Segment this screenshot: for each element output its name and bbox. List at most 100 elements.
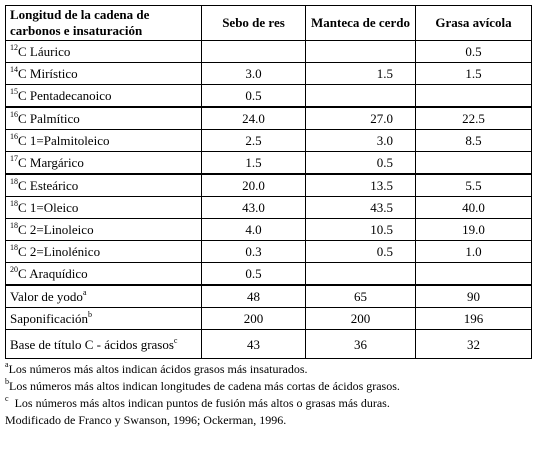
grasa-avicola-value: 19.0 xyxy=(415,218,532,241)
table-row: 16C Palmítico 24.0 27.0 22.5 xyxy=(5,106,532,130)
grasa-avicola-value: 1.5 xyxy=(415,62,532,85)
sebo-de-res-value: 0.3 xyxy=(201,240,306,263)
fatty-acid-name-cell: 18C 2=Linoleico xyxy=(5,218,202,241)
manteca-de-cerdo-value: 1.5 xyxy=(305,62,416,85)
header-chain-length: Longitud de la cadena de carbonos e insa… xyxy=(5,5,202,41)
manteca-de-cerdo-value: 0.5 xyxy=(305,240,416,263)
fatty-acid-name: C 1=Palmitoleico xyxy=(18,133,110,148)
manteca-de-cerdo-value xyxy=(305,262,416,286)
carbon-count: 15 xyxy=(10,87,18,96)
sebo-de-res-value: 3.0 xyxy=(201,62,306,85)
grasa-avicola-value: 32 xyxy=(415,329,532,359)
table-header-row: Longitud de la cadena de carbonos e insa… xyxy=(5,5,532,41)
fatty-acid-name-cell: 12C Láurico xyxy=(5,40,202,63)
table-row: 18C Esteárico 20.0 13.5 5.5 xyxy=(5,173,532,197)
sebo-de-res-value: 20.0 xyxy=(201,173,306,197)
footnote-text: Los números más altos indican puntos de … xyxy=(8,396,390,410)
header-sebo-de-res: Sebo de res xyxy=(201,5,306,41)
manteca-de-cerdo-value xyxy=(305,84,416,108)
header-manteca-de-cerdo: Manteca de cerdo xyxy=(305,5,416,41)
grasa-avicola-value: 90 xyxy=(415,284,532,308)
manteca-de-cerdo-value: 27.0 xyxy=(305,106,416,130)
carbon-count: 18 xyxy=(10,199,18,208)
grasa-avicola-value: 196 xyxy=(415,307,532,330)
sebo-de-res-value: 0.5 xyxy=(201,262,306,286)
carbon-count: 12 xyxy=(10,43,18,52)
footnote-c: c Los números más altos indican puntos d… xyxy=(5,395,531,412)
sebo-de-res-value: 0.5 xyxy=(201,84,306,108)
sebo-de-res-value: 24.0 xyxy=(201,106,306,130)
grasa-avicola-value xyxy=(415,151,532,175)
carbon-count: 14 xyxy=(10,65,18,74)
sebo-de-res-value: 200 xyxy=(201,307,306,330)
fatty-acid-name: C Araquídico xyxy=(18,266,88,281)
fatty-acid-name-cell: 16C 1=Palmitoleico xyxy=(5,129,202,152)
fatty-acid-name: C 1=Oleico xyxy=(18,200,79,215)
source-note: Modificado de Franco y Swanson, 1996; Oc… xyxy=(5,413,287,427)
footnote-reference: b xyxy=(87,310,92,319)
carbon-count: 20 xyxy=(10,265,18,274)
table-row: 14C Mirístico 3.0 1.5 1.5 xyxy=(5,62,532,85)
property-name: Base de título C - ácidos grasos xyxy=(10,336,174,352)
carbon-count: 18 xyxy=(10,221,18,230)
footnote-text: Los números más altos indican ácidos gra… xyxy=(8,362,308,376)
manteca-de-cerdo-value: 65 xyxy=(305,284,416,308)
manteca-de-cerdo-value: 36 xyxy=(305,329,416,359)
footnote-b: bLos números más altos indican longitude… xyxy=(5,378,531,395)
table-row: 20C Araquídico 0.5 xyxy=(5,262,532,286)
sebo-de-res-value: 43.0 xyxy=(201,196,306,219)
footnotes: aLos números más altos indican ácidos gr… xyxy=(5,361,531,429)
manteca-de-cerdo-value: 10.5 xyxy=(305,218,416,241)
carbon-count: 18 xyxy=(10,177,18,186)
footnote-reference: a xyxy=(82,288,87,297)
fatty-acid-name-cell: 17C Margárico xyxy=(5,151,202,175)
manteca-de-cerdo-value: 3.0 xyxy=(305,129,416,152)
table-row: 12C Láurico 0.5 xyxy=(5,40,532,63)
sebo-de-res-value: 48 xyxy=(201,284,306,308)
grasa-avicola-value xyxy=(415,262,532,286)
sebo-de-res-value: 2.5 xyxy=(201,129,306,152)
manteca-de-cerdo-value: 13.5 xyxy=(305,173,416,197)
property-name-cell: Base de título C - ácidos grasosc xyxy=(5,329,202,359)
footnote-text: Los números más altos indican longitudes… xyxy=(9,379,400,393)
carbon-count: 16 xyxy=(10,132,18,141)
footnote-mark: b xyxy=(5,377,9,386)
grasa-avicola-value xyxy=(415,84,532,108)
grasa-avicola-value: 8.5 xyxy=(415,129,532,152)
fatty-acid-name-cell: 20C Araquídico xyxy=(5,262,202,286)
fatty-acid-name: C Palmítico xyxy=(18,111,80,126)
grasa-avicola-value: 40.0 xyxy=(415,196,532,219)
fatty-acid-name: C Mirístico xyxy=(18,66,78,81)
fatty-acid-name-cell: 18C 1=Oleico xyxy=(5,196,202,219)
fatty-acid-name: C Láurico xyxy=(18,44,71,59)
header-grasa-avicola: Grasa avícola xyxy=(415,5,532,41)
fatty-acid-name: C 2=Linolénico xyxy=(18,244,101,259)
manteca-de-cerdo-value: 43.5 xyxy=(305,196,416,219)
fatty-acid-name: C 2=Linoleico xyxy=(18,222,94,237)
manteca-de-cerdo-value: 200 xyxy=(305,307,416,330)
sebo-de-res-value: 43 xyxy=(201,329,306,359)
fatty-acid-name: C Margárico xyxy=(18,155,84,170)
grasa-avicola-value: 1.0 xyxy=(415,240,532,263)
footnote-a: aLos números más altos indican ácidos gr… xyxy=(5,361,531,378)
table-row: 16C 1=Palmitoleico 2.5 3.0 8.5 xyxy=(5,129,532,152)
sebo-de-res-value xyxy=(201,40,306,63)
fatty-acid-name-cell: 18C 2=Linolénico xyxy=(5,240,202,263)
manteca-de-cerdo-value: 0.5 xyxy=(305,151,416,175)
fatty-acid-table-container: Longitud de la cadena de carbonos e insa… xyxy=(5,5,532,429)
summary-row: Base de título C - ácidos grasosc 43 36 32 xyxy=(5,329,532,359)
carbon-count: 16 xyxy=(10,110,18,119)
table-body: 12C Láurico 0.5 14C Mirístico 3.0 1.5 1.5 15C … xyxy=(5,40,532,359)
summary-row: Valor de yodoa 48 65 90 xyxy=(5,284,532,308)
fatty-acid-name: C Pentadecanoico xyxy=(18,88,112,103)
sebo-de-res-value: 1.5 xyxy=(201,151,306,175)
property-name-cell: Saponificaciónb xyxy=(5,307,202,330)
property-name: Valor de yodo xyxy=(10,289,83,304)
grasa-avicola-value: 5.5 xyxy=(415,173,532,197)
fatty-acid-name-cell: 16C Palmítico xyxy=(5,106,202,130)
fatty-acid-composition-table: Longitud de la cadena de carbonos e insa… xyxy=(5,5,532,359)
property-name-cell: Valor de yodoa xyxy=(5,284,202,308)
table-row: 17C Margárico 1.5 0.5 xyxy=(5,151,532,175)
grasa-avicola-value: 0.5 xyxy=(415,40,532,63)
table-row: 18C 1=Oleico 43.0 43.5 40.0 xyxy=(5,196,532,219)
